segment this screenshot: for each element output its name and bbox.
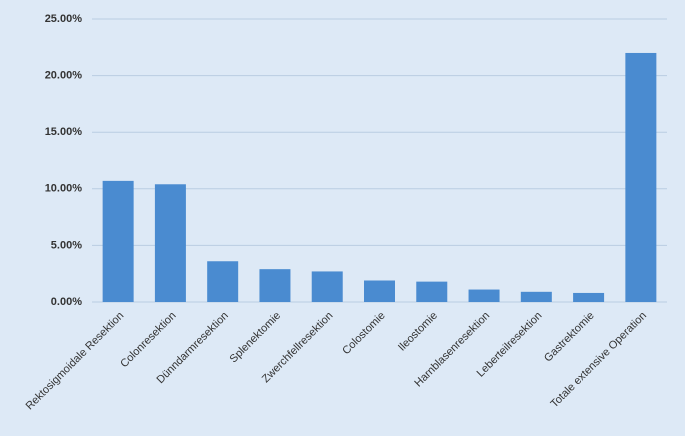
bar bbox=[520, 291, 552, 302]
bar bbox=[573, 292, 605, 302]
y-tick-label: 10.00% bbox=[45, 183, 83, 195]
x-tick-label: Colonresektion bbox=[118, 310, 178, 370]
bar bbox=[259, 269, 291, 302]
bar bbox=[154, 184, 186, 302]
x-tick-label: Ileostomie bbox=[396, 310, 440, 354]
y-tick-label: 15.00% bbox=[45, 126, 83, 138]
bar bbox=[102, 180, 134, 302]
bar bbox=[468, 289, 500, 302]
bar bbox=[207, 261, 239, 302]
x-tick-label: Splenektomie bbox=[228, 310, 284, 366]
y-tick-label: 25.00% bbox=[45, 13, 83, 25]
x-tick-label: Gastrektomie bbox=[542, 310, 597, 365]
bar bbox=[625, 52, 657, 303]
y-tick-label: 20.00% bbox=[45, 70, 83, 82]
x-tick-label: Rektosigmoidale Resektion bbox=[24, 310, 127, 413]
x-tick-label: Colostomie bbox=[340, 310, 387, 357]
bar bbox=[311, 271, 343, 302]
y-tick-label: 5.00% bbox=[51, 239, 82, 251]
y-tick-label: 0.00% bbox=[51, 296, 82, 308]
bar bbox=[416, 281, 448, 302]
bar bbox=[364, 280, 395, 302]
x-tick-label: Totale extensive Operation bbox=[548, 310, 649, 411]
